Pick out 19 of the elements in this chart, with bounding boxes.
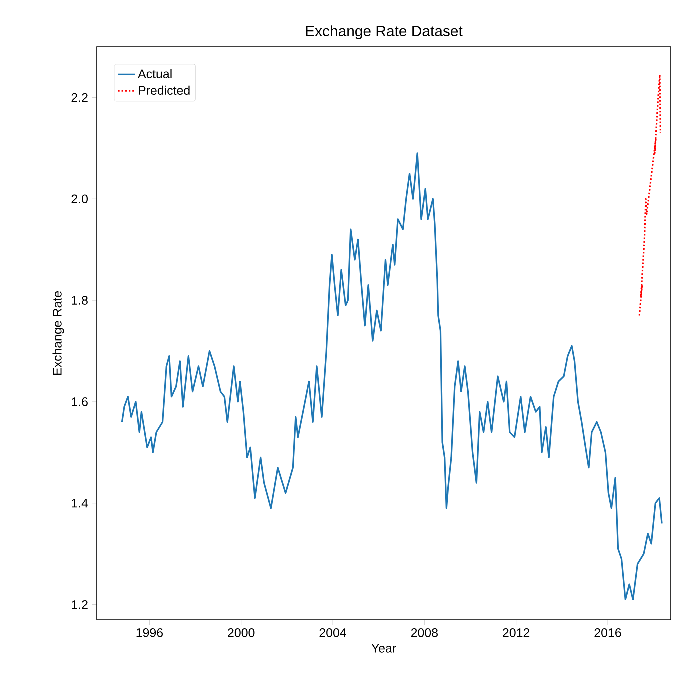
x-tick-label: 2000	[228, 628, 255, 638]
y-tick-label: 1.8	[72, 296, 88, 305]
x-tick-label: 1996	[136, 628, 163, 638]
chart-title: Exchange Rate Dataset	[306, 26, 463, 40]
y-tick-label: 1.6	[72, 398, 88, 406]
y-tick-label: 1.2	[72, 600, 88, 610]
line-series	[121, 152, 663, 601]
legend-label: Predicted	[139, 86, 190, 96]
line-series	[638, 74, 662, 317]
y-axis-title: Exchange Rate	[52, 291, 64, 376]
x-tick-label: 2008	[411, 628, 438, 638]
x-tick-label: 2004	[320, 628, 346, 638]
x-tick-label: 2012	[503, 628, 530, 638]
y-tick-label: 2.0	[72, 194, 88, 204]
x-tick-label: 2016	[594, 628, 622, 638]
x-axis-title: Year	[372, 644, 396, 653]
legend-label: Actual	[138, 69, 172, 79]
y-tick-label: 1.4	[72, 499, 88, 508]
y-tick-label: 2.2	[72, 93, 88, 102]
